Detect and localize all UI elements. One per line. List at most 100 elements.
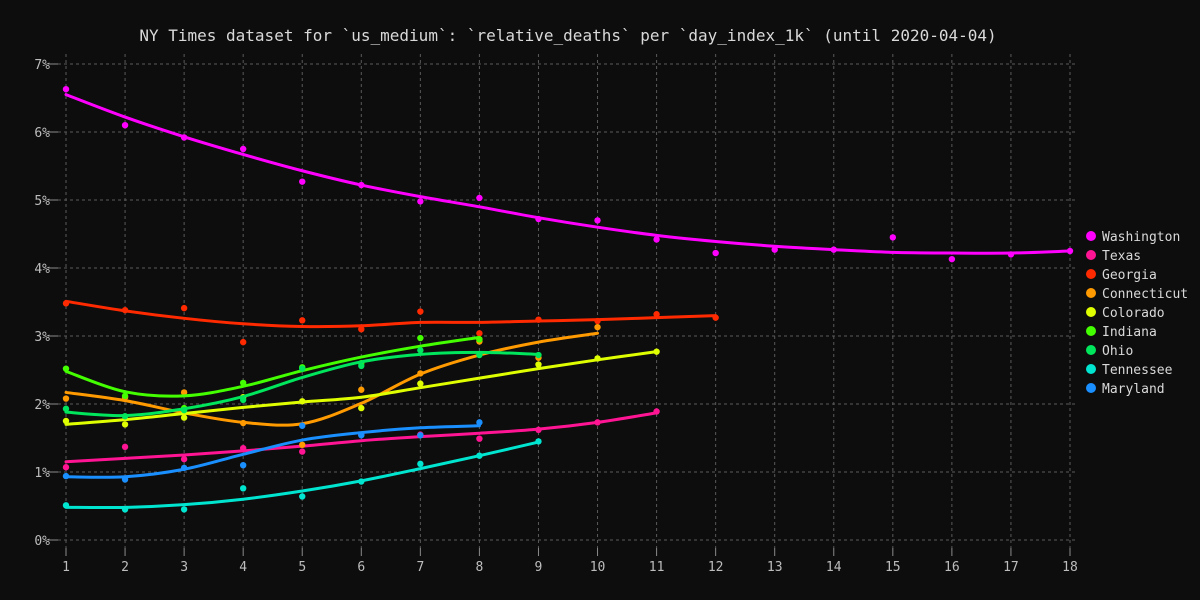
y-tick-label: 5%	[34, 194, 50, 209]
legend-item-connecticut: Connecticut	[1086, 287, 1188, 302]
x-tick-label: 8	[475, 560, 483, 575]
data-point-ohio	[417, 347, 424, 354]
data-point-washington	[299, 178, 306, 185]
legend-marker	[1086, 326, 1096, 336]
legend-marker	[1086, 307, 1096, 317]
legend-marker	[1086, 383, 1096, 393]
trend-line-georgia	[64, 299, 718, 329]
data-point-indiana	[239, 379, 247, 387]
data-point-maryland	[121, 476, 129, 483]
data-point-washington	[771, 246, 778, 253]
data-point-washington	[653, 236, 660, 243]
data-point-georgia	[239, 338, 247, 346]
data-point-tennessee	[121, 506, 129, 513]
data-point-texas	[180, 455, 188, 463]
data-point-texas	[535, 426, 542, 434]
data-point-washington	[1007, 251, 1015, 258]
data-point-georgia	[594, 317, 601, 325]
legend-item-texas: Texas	[1086, 249, 1141, 264]
legend-marker	[1086, 364, 1096, 374]
y-tick-label: 1%	[34, 466, 50, 481]
legend-label: Maryland	[1102, 382, 1165, 397]
x-tick-label: 10	[590, 560, 606, 575]
trend-line-ohio	[64, 350, 540, 418]
x-tick-label: 6	[357, 560, 365, 575]
x-tick-label: 14	[826, 560, 842, 575]
data-point-colorado	[121, 421, 129, 428]
data-point-colorado	[594, 355, 601, 362]
legend-item-indiana: Indiana	[1086, 325, 1157, 340]
x-tick-label: 4	[239, 560, 247, 575]
data-point-ohio	[535, 351, 542, 359]
data-point-georgia	[417, 308, 424, 315]
data-point-colorado	[299, 398, 306, 405]
data-point-tennessee	[299, 493, 306, 500]
data-point-ohio	[180, 406, 188, 414]
data-point-colorado	[358, 404, 365, 412]
data-point-georgia	[535, 316, 542, 323]
y-tick-label: 6%	[34, 126, 50, 141]
data-point-georgia	[653, 311, 660, 318]
x-tick-label: 15	[885, 560, 901, 575]
data-point-washington	[417, 198, 424, 205]
data-point-maryland	[417, 432, 424, 439]
data-point-texas	[653, 408, 660, 415]
legend-label: Colorado	[1102, 306, 1165, 321]
data-point-texas	[476, 435, 483, 442]
data-point-colorado	[653, 348, 660, 355]
data-point-ohio	[121, 413, 129, 420]
data-point-texas	[121, 443, 129, 451]
x-tick-label: 1	[62, 560, 70, 575]
data-point-tennessee	[535, 438, 542, 445]
data-point-tennessee	[358, 478, 365, 485]
data-point-texas	[594, 419, 601, 426]
data-point-colorado	[180, 414, 188, 421]
axes: 0%1%2%3%4%5%6%7%1 2 3 4 5 6 7 8 9 10 11 12 13 14 15 16 1…	[34, 58, 1077, 575]
data-point-tennessee	[476, 452, 483, 459]
data-point-georgia	[62, 300, 70, 307]
data-point-indiana	[62, 365, 70, 372]
data-point-georgia	[712, 314, 719, 321]
data-point-texas	[239, 445, 247, 452]
data-point-connecticut	[239, 419, 247, 427]
data-point-indiana	[476, 336, 483, 343]
legend-item-maryland: Maryland	[1086, 382, 1165, 397]
series-ohio	[62, 347, 542, 420]
legend-label: Washington	[1102, 230, 1180, 245]
legend-label: Tennessee	[1102, 363, 1173, 378]
x-tick-label: 11	[649, 560, 665, 575]
data-point-ohio	[299, 365, 306, 372]
data-point-colorado	[535, 361, 542, 368]
legend-label: Connecticut	[1102, 287, 1188, 302]
x-tick-label: 13	[767, 560, 783, 575]
data-point-connecticut	[62, 395, 70, 402]
data-point-washington	[830, 246, 837, 253]
y-tick-label: 2%	[34, 398, 50, 413]
legend-marker	[1086, 231, 1096, 241]
data-point-connecticut	[358, 386, 365, 393]
legend-marker	[1086, 345, 1096, 355]
data-point-maryland	[358, 432, 365, 439]
data-point-washington	[889, 234, 897, 241]
data-point-washington	[1066, 247, 1074, 255]
legend-marker	[1086, 288, 1096, 298]
data-point-washington	[358, 181, 365, 189]
data-point-tennessee	[180, 506, 188, 513]
x-tick-label: 17	[1003, 560, 1019, 575]
data-point-maryland	[476, 419, 483, 426]
legend-marker	[1086, 269, 1096, 279]
data-point-washington	[239, 145, 247, 153]
legend-label: Indiana	[1102, 325, 1157, 340]
data-point-washington	[948, 255, 956, 263]
data-point-georgia	[299, 317, 306, 324]
x-tick-label: 16	[944, 560, 960, 575]
series-layer	[62, 85, 1074, 513]
chart-title: NY Times dataset for `us_medium`: `relat…	[139, 26, 996, 45]
data-point-ohio	[358, 362, 365, 370]
data-point-washington	[121, 122, 129, 129]
trend-line-texas	[64, 411, 659, 464]
data-point-georgia	[180, 304, 188, 312]
x-tick-label: 3	[180, 560, 188, 575]
legend-item-washington: Washington	[1086, 230, 1180, 245]
